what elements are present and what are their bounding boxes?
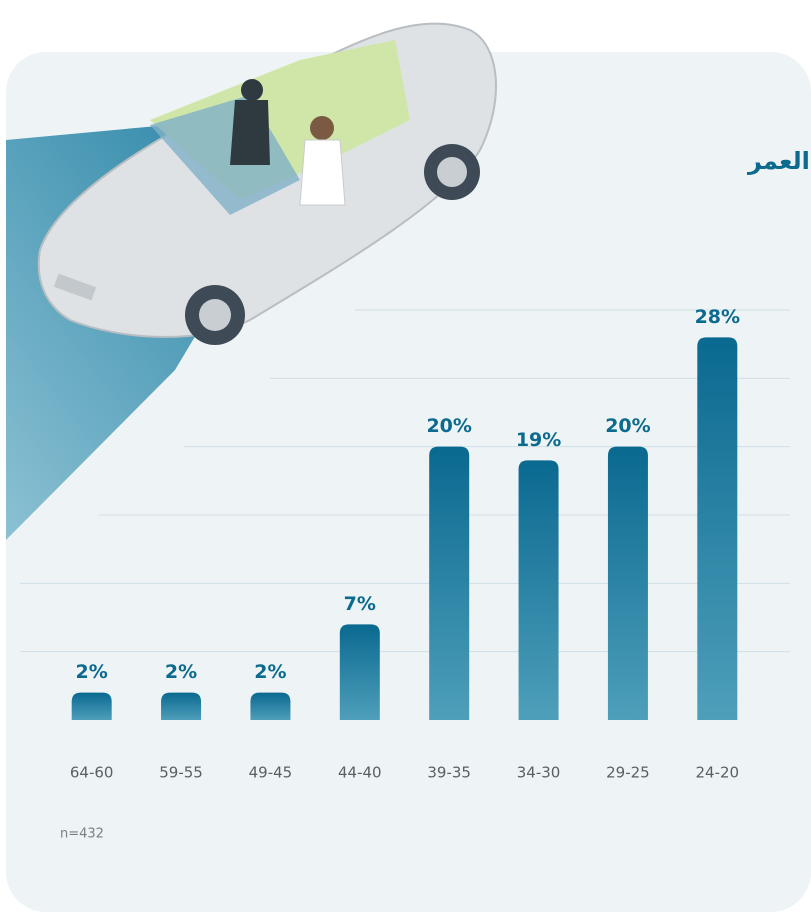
sample-note: n=432 (60, 827, 104, 842)
bar (71, 692, 112, 720)
value-label: 2% (165, 661, 197, 683)
bar (339, 624, 380, 720)
car-illustration (37, 22, 497, 345)
value-label: 2% (254, 661, 286, 683)
x-tick-label: 59-55 (159, 764, 203, 782)
value-label: 19% (516, 429, 561, 451)
bar (518, 460, 559, 720)
bar (250, 692, 291, 720)
bar (429, 446, 470, 720)
x-tick-label: 34-30 (517, 764, 561, 782)
bar (697, 337, 738, 720)
x-tick-label: 64-60 (70, 764, 114, 782)
value-label: 2% (76, 661, 108, 683)
bar (161, 692, 202, 720)
bar (607, 446, 648, 720)
chart-title: العمر (747, 147, 810, 175)
x-tick-label: 29-25 (606, 764, 650, 782)
value-label: 7% (344, 593, 376, 615)
value-label: 28% (695, 306, 740, 328)
value-label: 20% (605, 415, 650, 437)
value-label: 20% (426, 415, 471, 437)
x-tick-label: 44-40 (338, 764, 382, 782)
x-tick-label: 49-45 (249, 764, 293, 782)
x-tick-label: 39-35 (427, 764, 471, 782)
x-tick-label: 24-20 (696, 764, 740, 782)
